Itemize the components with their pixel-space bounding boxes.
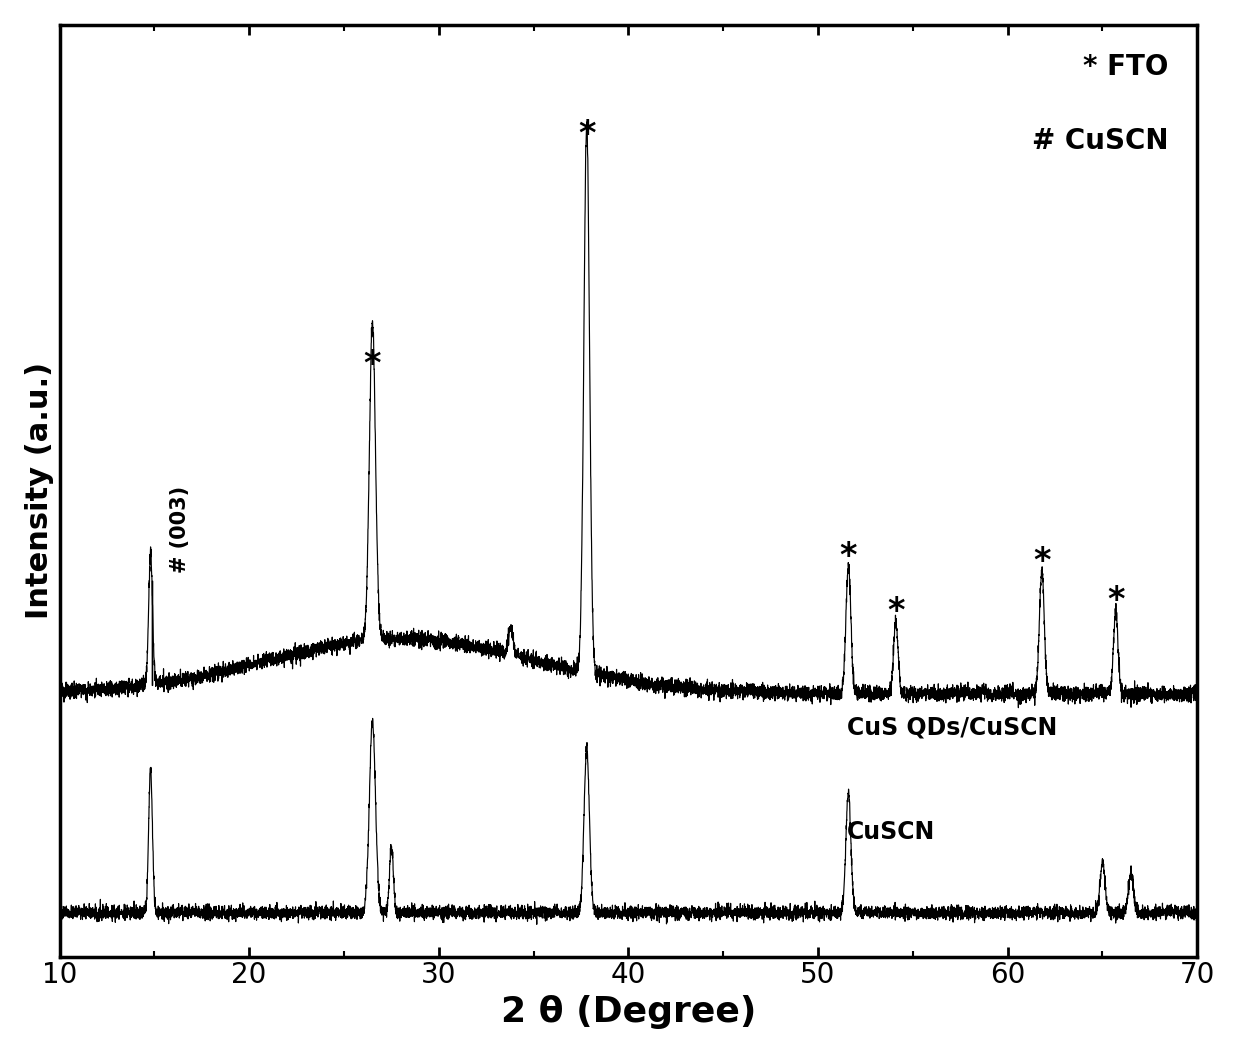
Text: *: * (363, 348, 381, 382)
Text: *: * (1107, 584, 1125, 617)
Text: *: * (1033, 546, 1050, 579)
Text: *: * (578, 118, 595, 151)
Y-axis label: Intensity (a.u.): Intensity (a.u.) (25, 363, 55, 620)
X-axis label: 2 θ (Degree): 2 θ (Degree) (501, 995, 756, 1029)
Text: # (003): # (003) (170, 486, 190, 573)
Text: *: * (887, 594, 904, 628)
Text: CuSCN: CuSCN (847, 820, 935, 843)
Text: *: * (839, 540, 857, 573)
Text: * FTO: * FTO (1084, 53, 1169, 81)
Text: CuS QDs/CuSCN: CuS QDs/CuSCN (847, 716, 1056, 740)
Text: # CuSCN: # CuSCN (1033, 128, 1169, 156)
